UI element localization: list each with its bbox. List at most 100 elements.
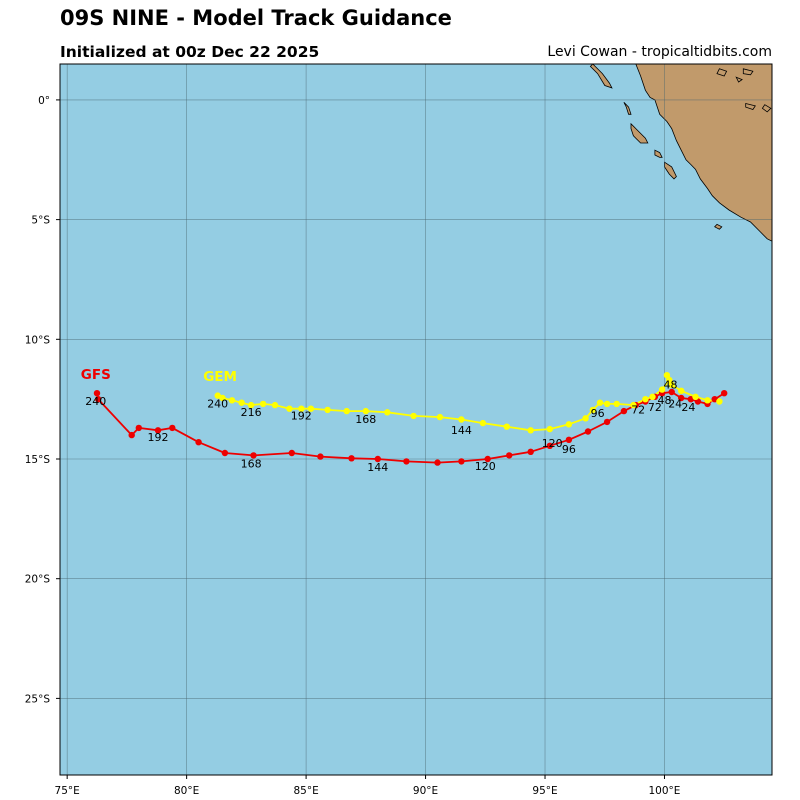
gem-track-point: [410, 412, 417, 420]
gfs-forecast-hour-label: 48: [658, 394, 672, 407]
gem-track-point: [271, 401, 279, 409]
island: [623, 102, 632, 115]
gem-track-point: [642, 396, 649, 403]
island: [714, 223, 723, 230]
gem-track-point: [546, 425, 553, 433]
gem-forecast-hour-label: 48: [664, 378, 678, 391]
gfs-track-point: [93, 390, 101, 397]
gem-track-point: [649, 393, 656, 400]
gem-track-point: [663, 372, 671, 379]
gfs-track-point: [317, 453, 324, 460]
gfs-track-point: [584, 428, 592, 435]
gfs-track-point: [527, 448, 534, 455]
lon-tick-label: 95°E: [532, 785, 557, 797]
gem-track-point: [307, 405, 315, 412]
lat-tick-label: 15°S: [25, 454, 51, 466]
island: [630, 122, 649, 144]
gfs-track-point: [221, 449, 229, 457]
land-layer: [589, 64, 772, 242]
lon-tick-label: 100°E: [649, 785, 681, 797]
gem-track-point: [362, 407, 369, 415]
gem-track-point: [259, 400, 267, 408]
gfs-track-point: [565, 436, 573, 443]
lon-tick-label: 75°E: [55, 785, 80, 797]
track-layer: 24487296120144168192240GFS24487296120144…: [81, 367, 728, 474]
gem-track-point: [214, 392, 221, 399]
gem-track-point: [630, 401, 637, 409]
island: [654, 149, 663, 158]
lon-tick-label: 90°E: [413, 785, 438, 797]
gfs-track-point: [434, 459, 441, 466]
gem-track-point: [343, 407, 350, 415]
gem-track-point: [503, 423, 510, 430]
island: [589, 64, 613, 89]
island: [742, 68, 754, 76]
gfs-forecast-hour-label: 96: [562, 443, 576, 456]
gem-track-point: [678, 387, 685, 394]
gem-track-point: [384, 409, 391, 416]
lon-tick-label: 85°E: [293, 785, 318, 797]
lat-tick-label: 25°S: [25, 693, 51, 705]
gfs-track-point: [154, 427, 162, 434]
gem-track-point: [613, 400, 620, 408]
plot-frame: [59, 63, 773, 776]
axis-ticks: 75°E 80°E 85°E 90°E 95°E 100°E 0° 5°S 10°S 15°S 20…: [25, 95, 681, 797]
gfs-track-point: [721, 390, 728, 397]
gfs-track-point: [288, 449, 295, 457]
lat-tick-label: 5°S: [31, 215, 50, 227]
gem-track-point: [668, 381, 675, 388]
gfs-track-point: [668, 388, 675, 396]
gfs-track-point: [484, 455, 491, 463]
gem-track-point: [582, 415, 589, 422]
gem-forecast-hour-label: 24: [668, 398, 682, 411]
gem-track-point: [219, 394, 226, 402]
gfs-track-point: [348, 455, 355, 462]
gfs-track-point: [95, 396, 102, 403]
gem-track-point: [324, 406, 331, 414]
gem-track-point: [436, 413, 444, 421]
island: [745, 102, 756, 110]
gfs-forecast-hour-label: 120: [475, 460, 496, 473]
gem-track-point: [298, 405, 305, 412]
gem-forecast-hour-label: 216: [241, 406, 262, 419]
gfs-track-point: [128, 431, 135, 439]
gfs-track-point: [546, 442, 553, 449]
gem-track-point: [704, 397, 711, 404]
gem-forecast-hour-label: 192: [291, 410, 312, 423]
gem-track-point: [658, 386, 666, 393]
credit-text: Levi Cowan - tropicaltidbits.com: [547, 44, 772, 60]
gfs-track-point: [694, 398, 702, 405]
gem-track-point: [565, 421, 573, 428]
gfs-track-point: [458, 458, 465, 465]
gfs-track-point: [678, 394, 685, 402]
gfs-track-point: [620, 407, 628, 415]
gem-forecast-hour-label: 168: [355, 413, 376, 426]
lat-tick-label: 20°S: [25, 574, 51, 586]
gem-forecast-hour-label: 96: [591, 407, 605, 420]
lat-tick-label: 0°: [38, 95, 50, 107]
gem-forecast-hour-label: 120: [542, 437, 563, 450]
gfs-track-point: [135, 424, 142, 432]
gfs-track-point: [403, 458, 410, 465]
island: [761, 104, 772, 113]
gem-forecast-hour-label: 240: [207, 398, 228, 411]
gfs-model-label: GFS: [81, 367, 111, 383]
ocean-background: [60, 64, 772, 775]
gem-track-point: [228, 397, 236, 404]
gfs-track-point: [374, 455, 381, 463]
gfs-forecast-hour-label: 192: [148, 431, 169, 444]
gfs-forecast-hour-label: 168: [241, 457, 262, 470]
gem-track-point: [589, 406, 596, 414]
map-title: 09S NINE - Model Track Guidance: [60, 6, 452, 30]
gem-track-point: [238, 399, 245, 406]
gem-forecast-hour-label: 144: [451, 424, 472, 437]
gfs-forecast-hour-label: 72: [631, 404, 645, 417]
gfs-track-point: [687, 396, 694, 403]
lon-tick-label: 80°E: [174, 785, 199, 797]
gem-model-label: GEM: [203, 369, 237, 385]
gem-track-point: [692, 393, 699, 400]
gem-track-point: [247, 401, 255, 409]
island: [716, 68, 728, 77]
gfs-forecast-hour-label: 24: [681, 401, 695, 414]
